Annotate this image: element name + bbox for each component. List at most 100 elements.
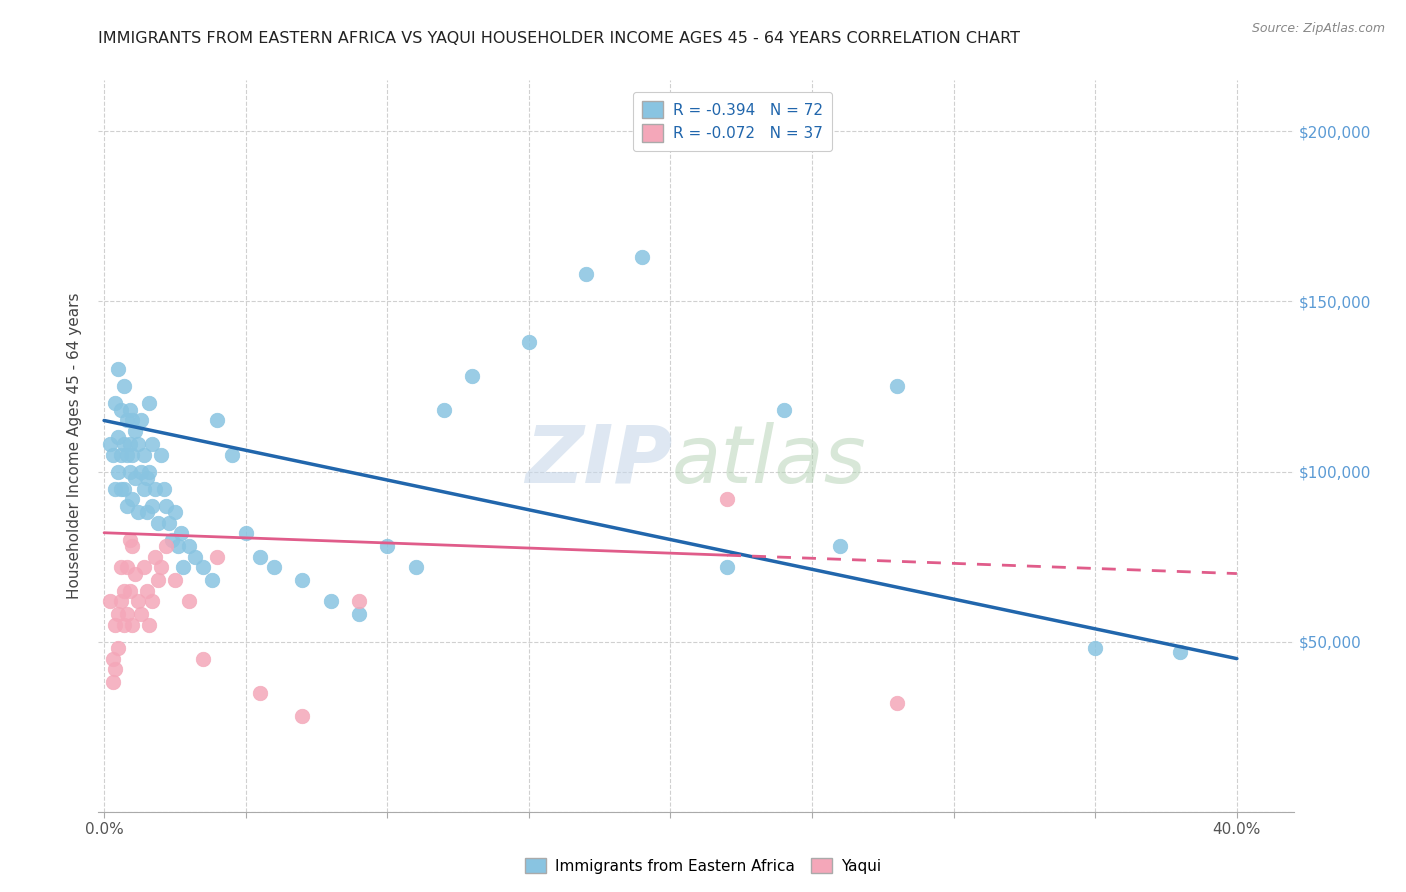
Point	[263, 559, 285, 574]
Point	[127, 505, 149, 519]
Point	[157, 516, 180, 530]
Point	[107, 641, 129, 656]
Point	[149, 559, 172, 574]
Point	[138, 396, 160, 410]
Point	[118, 403, 141, 417]
Point	[169, 525, 191, 540]
Point	[115, 499, 138, 513]
Point	[124, 471, 146, 485]
Point	[138, 617, 160, 632]
Point	[207, 549, 229, 564]
Point	[121, 491, 143, 506]
Point	[291, 574, 314, 588]
Point	[132, 559, 155, 574]
Point	[101, 675, 124, 690]
Point	[127, 594, 149, 608]
Point	[347, 594, 370, 608]
Point	[249, 549, 271, 564]
Point	[132, 448, 155, 462]
Point	[155, 540, 177, 554]
Point	[146, 516, 169, 530]
Point	[101, 651, 124, 665]
Point	[104, 396, 127, 410]
Text: IMMIGRANTS FROM EASTERN AFRICA VS YAQUI HOUSEHOLDER INCOME AGES 45 - 64 YEARS CO: IMMIGRANTS FROM EASTERN AFRICA VS YAQUI …	[98, 31, 1021, 46]
Point	[110, 482, 132, 496]
Point	[101, 448, 124, 462]
Point	[107, 430, 129, 444]
Point	[118, 583, 141, 598]
Point	[574, 267, 596, 281]
Point	[160, 533, 183, 547]
Point	[631, 250, 654, 264]
Point	[830, 540, 852, 554]
Point	[207, 413, 229, 427]
Point	[143, 482, 166, 496]
Point	[112, 379, 135, 393]
Point	[149, 448, 172, 462]
Point	[347, 607, 370, 622]
Text: ZIP: ZIP	[524, 422, 672, 500]
Point	[135, 583, 157, 598]
Point	[132, 482, 155, 496]
Point	[1084, 641, 1107, 656]
Point	[135, 471, 157, 485]
Point	[183, 549, 205, 564]
Point	[772, 403, 794, 417]
Point	[112, 583, 135, 598]
Point	[177, 540, 200, 554]
Point	[98, 437, 121, 451]
Point	[110, 594, 132, 608]
Point	[141, 594, 163, 608]
Point	[135, 505, 157, 519]
Text: Source: ZipAtlas.com: Source: ZipAtlas.com	[1251, 22, 1385, 36]
Point	[141, 437, 163, 451]
Point	[124, 566, 146, 581]
Point	[405, 559, 427, 574]
Legend: Immigrants from Eastern Africa, Yaqui: Immigrants from Eastern Africa, Yaqui	[519, 852, 887, 880]
Point	[115, 448, 138, 462]
Point	[177, 594, 200, 608]
Point	[121, 617, 143, 632]
Point	[118, 437, 141, 451]
Point	[110, 448, 132, 462]
Point	[517, 335, 540, 350]
Point	[118, 533, 141, 547]
Point	[375, 540, 398, 554]
Point	[886, 696, 908, 710]
Text: atlas: atlas	[672, 422, 868, 500]
Point	[129, 465, 152, 479]
Point	[193, 651, 215, 665]
Point	[124, 424, 146, 438]
Point	[104, 482, 127, 496]
Point	[166, 540, 188, 554]
Point	[129, 607, 152, 622]
Point	[138, 465, 160, 479]
Point	[118, 465, 141, 479]
Point	[110, 403, 132, 417]
Legend: R = -0.394   N = 72, R = -0.072   N = 37: R = -0.394 N = 72, R = -0.072 N = 37	[633, 92, 832, 152]
Point	[155, 499, 177, 513]
Point	[461, 369, 484, 384]
Y-axis label: Householder Income Ages 45 - 64 years: Householder Income Ages 45 - 64 years	[67, 293, 83, 599]
Point	[112, 482, 135, 496]
Point	[163, 505, 186, 519]
Point	[433, 403, 456, 417]
Point	[112, 617, 135, 632]
Point	[291, 709, 314, 723]
Point	[163, 574, 186, 588]
Point	[107, 362, 129, 376]
Point	[716, 559, 738, 574]
Point	[112, 437, 135, 451]
Point	[143, 549, 166, 564]
Point	[115, 559, 138, 574]
Point	[249, 686, 271, 700]
Point	[121, 413, 143, 427]
Point	[127, 437, 149, 451]
Point	[146, 574, 169, 588]
Point	[319, 594, 342, 608]
Point	[107, 607, 129, 622]
Point	[104, 617, 127, 632]
Point	[121, 540, 143, 554]
Point	[193, 559, 215, 574]
Point	[98, 594, 121, 608]
